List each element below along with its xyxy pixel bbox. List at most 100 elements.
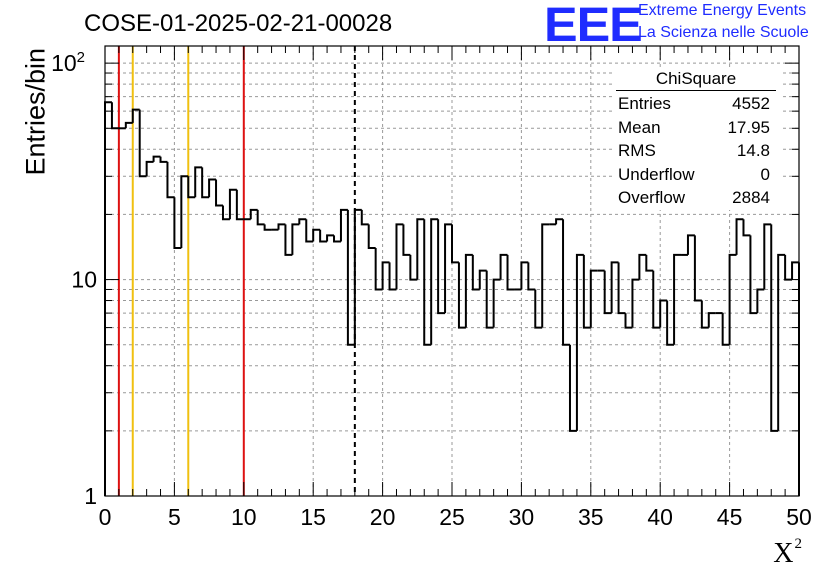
histogram-bin: [395, 223, 404, 290]
y-axis-label: Entries/bin: [20, 47, 51, 176]
histogram-bin: [541, 223, 550, 328]
histogram-bin: [534, 289, 543, 329]
histogram-bin: [159, 156, 168, 163]
histogram-bin: [110, 102, 119, 130]
x-tick-label: 0: [99, 504, 112, 530]
histogram-bin: [215, 179, 223, 207]
histogram-bin: [298, 218, 307, 225]
histogram-bin: [721, 313, 730, 346]
histogram-bin: [326, 234, 335, 242]
histogram-bin: [131, 108, 140, 123]
stats-row-mean: Mean 17.95: [618, 117, 770, 137]
histogram-bin: [645, 254, 654, 272]
histogram-bin: [506, 254, 515, 291]
histogram-bin: [652, 270, 661, 329]
histogram-bin: [374, 247, 383, 291]
histogram-bin: [291, 223, 300, 255]
histogram-bin: [221, 205, 230, 221]
x-tick-label: 20: [370, 504, 396, 530]
histogram-bin: [582, 254, 591, 329]
stats-row-entries: Entries 4552: [618, 94, 770, 113]
histogram-bin: [735, 218, 744, 255]
histogram-bin: [784, 254, 793, 281]
histogram-bin: [707, 312, 716, 328]
histogram-bin: [444, 223, 452, 314]
y-tick-label: 102: [51, 49, 85, 76]
histogram-bin: [791, 261, 799, 280]
histogram-bin: [402, 224, 411, 256]
histogram-bin: [457, 262, 466, 329]
stats-title: ChiSquare: [616, 68, 776, 91]
histogram-bin: [319, 229, 328, 243]
histogram-bin: [305, 219, 314, 243]
histogram-bin: [124, 121, 133, 129]
histogram-bin: [700, 300, 709, 329]
histogram-bin: [471, 254, 480, 291]
histogram-bin: [423, 219, 432, 346]
histogram-bin: [575, 253, 584, 431]
histogram-bin: [451, 224, 459, 264]
histogram-bin: [631, 278, 640, 328]
eee-logo: EEE: [544, 0, 643, 52]
x-tick-label: 25: [439, 504, 465, 530]
stats-box: ChiSquare Entries 4552 Mean 17.95 RMS 14.8 …: [612, 68, 780, 210]
histogram-bin: [478, 269, 487, 290]
histogram-bin: [409, 254, 418, 281]
histogram-bin: [464, 253, 473, 328]
histogram-bin: [152, 155, 161, 162]
histogram-bin: [437, 219, 446, 315]
histogram-bin: [770, 224, 779, 432]
histogram-bin: [673, 253, 682, 345]
histogram-bin: [777, 253, 786, 431]
histogram-bin: [589, 269, 598, 328]
histogram-bin: [145, 160, 154, 177]
x-tick-label: 40: [647, 504, 673, 530]
histogram-bin: [416, 218, 425, 280]
histogram-bin: [742, 219, 751, 237]
histogram-bin: [562, 219, 570, 346]
histogram-bin: [284, 224, 293, 256]
x-tick-label: 50: [786, 504, 812, 530]
histogram-bin: [728, 253, 737, 345]
histogram-bin: [749, 235, 758, 315]
stats-row-rms: RMS 14.8: [618, 141, 770, 160]
histogram-bin: [312, 228, 321, 242]
histogram-bin: [763, 223, 772, 290]
histogram-bin: [568, 344, 577, 432]
x-tick-label: 35: [578, 504, 604, 530]
y-tick-label: 1: [84, 483, 97, 509]
histogram-bin: [173, 197, 182, 249]
histogram-bin: [492, 278, 501, 328]
histogram-bin: [263, 224, 272, 231]
histogram-bin: [360, 209, 369, 226]
histogram-bin: [659, 299, 668, 328]
x-tick-label: 15: [300, 504, 326, 530]
histogram-bin: [381, 261, 390, 290]
histogram-bin: [228, 188, 237, 220]
histogram-bin: [756, 288, 765, 314]
histogram-bin: [527, 262, 536, 291]
histogram-bin: [256, 209, 265, 226]
histogram-bin: [499, 253, 508, 280]
histogram-bin: [201, 167, 210, 199]
histogram-bin: [353, 208, 362, 345]
x-tick-label: 10: [231, 504, 257, 530]
x-tick-label: 5: [168, 504, 181, 530]
histogram-bin: [388, 262, 397, 291]
histogram-bin: [333, 235, 341, 243]
histogram-bin: [187, 176, 196, 199]
x-tick-label: 30: [509, 504, 535, 530]
y-tick-label: 10: [71, 267, 97, 293]
histogram-bin: [180, 175, 189, 248]
histogram-bin: [520, 261, 529, 290]
histogram-bin: [693, 235, 702, 302]
histogram-bin: [638, 253, 647, 280]
histogram-bin: [346, 209, 355, 346]
histogram-bin: [610, 261, 619, 314]
histogram-bin: [686, 234, 695, 255]
histogram-bin: [208, 178, 217, 198]
histogram-bin: [485, 270, 494, 329]
histogram-bin: [430, 218, 439, 345]
histogram-bin: [249, 208, 258, 220]
